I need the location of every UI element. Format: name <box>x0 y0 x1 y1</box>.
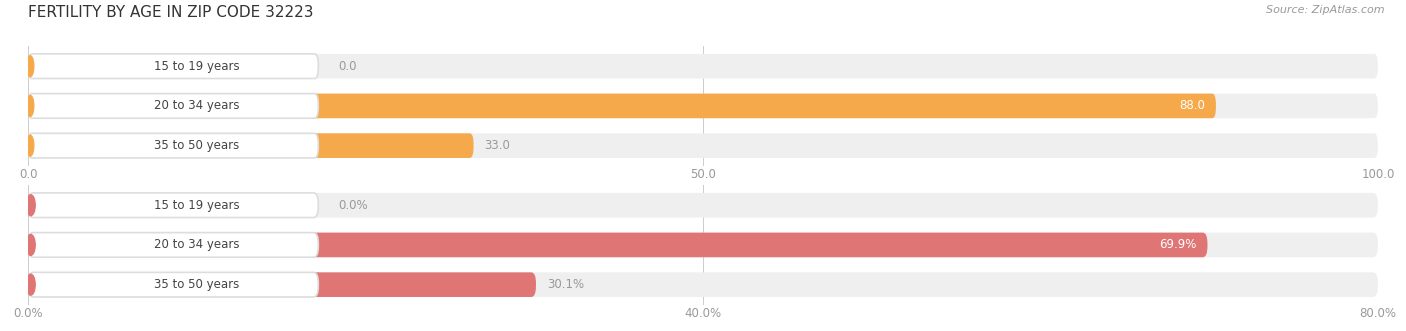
Text: FERTILITY BY AGE IN ZIP CODE 32223: FERTILITY BY AGE IN ZIP CODE 32223 <box>28 5 314 20</box>
Circle shape <box>27 274 35 295</box>
Text: 20 to 34 years: 20 to 34 years <box>153 99 239 113</box>
Circle shape <box>27 95 34 117</box>
FancyBboxPatch shape <box>28 54 1378 78</box>
Circle shape <box>27 234 35 256</box>
FancyBboxPatch shape <box>28 272 318 297</box>
FancyBboxPatch shape <box>28 272 536 297</box>
Text: 20 to 34 years: 20 to 34 years <box>153 238 239 252</box>
FancyBboxPatch shape <box>28 94 1216 118</box>
FancyBboxPatch shape <box>28 133 474 158</box>
Text: 35 to 50 years: 35 to 50 years <box>153 278 239 291</box>
FancyBboxPatch shape <box>28 233 1378 257</box>
Text: 69.9%: 69.9% <box>1160 238 1197 252</box>
Text: 88.0: 88.0 <box>1180 99 1205 113</box>
FancyBboxPatch shape <box>28 133 318 158</box>
Text: 35 to 50 years: 35 to 50 years <box>153 139 239 152</box>
Text: 30.1%: 30.1% <box>547 278 583 291</box>
FancyBboxPatch shape <box>28 54 318 78</box>
Circle shape <box>27 56 34 77</box>
Text: Source: ZipAtlas.com: Source: ZipAtlas.com <box>1267 5 1385 15</box>
FancyBboxPatch shape <box>28 133 1378 158</box>
Circle shape <box>27 195 35 216</box>
FancyBboxPatch shape <box>28 193 1378 217</box>
Text: 0.0%: 0.0% <box>339 199 368 212</box>
FancyBboxPatch shape <box>28 233 318 257</box>
FancyBboxPatch shape <box>28 272 1378 297</box>
Circle shape <box>27 135 34 156</box>
Text: 0.0: 0.0 <box>339 60 357 73</box>
FancyBboxPatch shape <box>28 94 318 118</box>
Text: 15 to 19 years: 15 to 19 years <box>153 199 239 212</box>
FancyBboxPatch shape <box>28 233 1208 257</box>
Text: 15 to 19 years: 15 to 19 years <box>153 60 239 73</box>
Text: 33.0: 33.0 <box>484 139 510 152</box>
FancyBboxPatch shape <box>28 94 1378 118</box>
FancyBboxPatch shape <box>28 193 318 217</box>
